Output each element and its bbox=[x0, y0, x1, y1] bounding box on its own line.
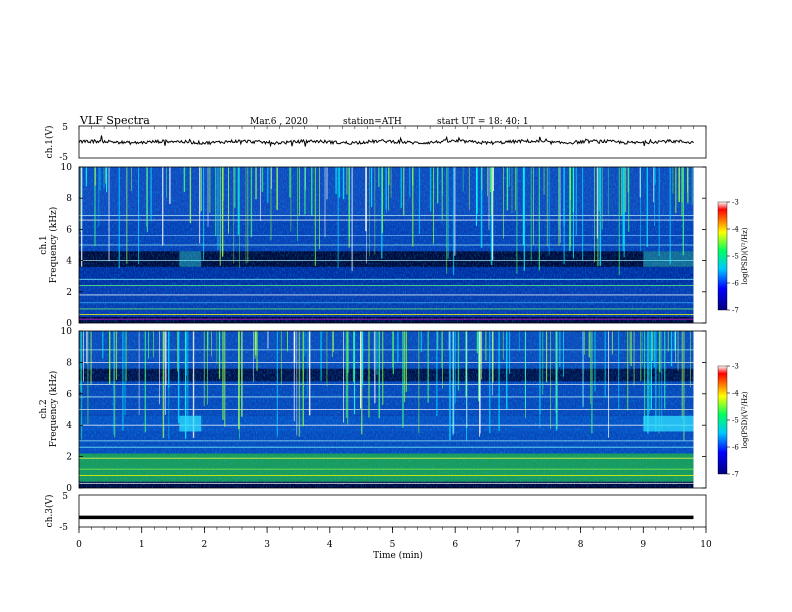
freq-tick-label: 4 bbox=[66, 257, 72, 267]
ch3-ytick-bottom: -5 bbox=[59, 523, 68, 533]
freq-tick-label: 10 bbox=[61, 327, 73, 337]
ch1-spectrogram bbox=[79, 167, 694, 323]
ch3-voltage-ylabel: ch.3(V) bbox=[44, 495, 55, 528]
station-label: station=ATH bbox=[343, 117, 402, 127]
freq-tick-label: 4 bbox=[66, 421, 72, 431]
ch2-freq-ylabel: Frequency (kHz) bbox=[48, 371, 59, 448]
colorbar-tick-label: -3 bbox=[732, 363, 739, 371]
ch2-colorbar-label: log(PSD)(V²/Hz) bbox=[741, 391, 749, 448]
ch1-voltage-ylabel: ch.1(V) bbox=[44, 126, 55, 159]
time-tick-label: 6 bbox=[452, 540, 458, 550]
time-tick-label: 7 bbox=[515, 540, 521, 550]
time-axis-label: Time (min) bbox=[373, 550, 423, 561]
colorbar-tick-label: -6 bbox=[732, 444, 739, 452]
ch3-ytick-top: 5 bbox=[62, 492, 68, 502]
ch1-colorbar-label: log(PSD)(V²/Hz) bbox=[741, 227, 749, 284]
ch3-voltage-frame bbox=[78, 494, 707, 528]
colorbar-tick-label: -4 bbox=[732, 226, 739, 234]
freq-tick-label: 10 bbox=[61, 163, 73, 173]
colorbar-tick-label: -7 bbox=[732, 307, 739, 315]
time-axis: 0 1 2 3 4 5 6 7 8 9 10 bbox=[76, 126, 712, 550]
time-tick-label: 2 bbox=[202, 540, 208, 550]
ch1-voltage-frame bbox=[78, 125, 707, 159]
emission-patch bbox=[643, 415, 694, 432]
freq-tick-label: 8 bbox=[66, 194, 72, 204]
figure-title: VLF Spectra bbox=[79, 114, 150, 127]
ch2-spectrogram-frame bbox=[78, 330, 707, 489]
ch1-channel-label: ch.1 bbox=[39, 235, 49, 254]
freq-tick-label: 2 bbox=[66, 288, 72, 298]
emission-patch bbox=[179, 251, 202, 267]
time-tick-label: 5 bbox=[390, 540, 396, 550]
freq-tick-label: 2 bbox=[66, 453, 72, 463]
colorbar-tick-label: -3 bbox=[732, 199, 739, 207]
ch1-freq-ylabel: Frequency (kHz) bbox=[48, 207, 59, 284]
time-tick-label: 4 bbox=[327, 540, 333, 550]
freq-tick-label: 6 bbox=[66, 225, 72, 235]
colorbar-tick-label: -7 bbox=[732, 471, 739, 479]
ch1-ytick-bottom: -5 bbox=[59, 153, 68, 163]
colorbar-tick-label: -5 bbox=[732, 253, 739, 261]
freq-tick-label: 8 bbox=[66, 358, 72, 368]
freq-tick-label: 0 bbox=[66, 484, 72, 494]
time-tick-label: 9 bbox=[640, 540, 646, 550]
time-tick-label: 10 bbox=[700, 540, 712, 550]
ch2-channel-label: ch.2 bbox=[39, 399, 49, 418]
time-tick-label: 3 bbox=[264, 540, 270, 550]
colorbar-tick-label: -5 bbox=[732, 417, 739, 425]
colorbar-tick-label: -6 bbox=[732, 280, 739, 288]
ch1-colorbar bbox=[717, 201, 728, 311]
time-tick-label: 8 bbox=[578, 540, 584, 550]
freq-tick-label: 0 bbox=[66, 319, 72, 329]
date-label: Mar.6 , 2020 bbox=[250, 117, 308, 127]
start-ut-label: start UT = 18: 40: 1 bbox=[437, 117, 529, 127]
colorbar-tick-label: -4 bbox=[732, 390, 739, 398]
freq-tick-label: 6 bbox=[66, 390, 72, 400]
ch3-voltage-panel: ch.3(V) 5 -5 bbox=[44, 492, 707, 533]
ch2-colorbar bbox=[717, 365, 728, 475]
emission-patch bbox=[179, 415, 202, 432]
ch1-ytick-top: 5 bbox=[62, 123, 68, 133]
ch2-spectrogram bbox=[79, 331, 694, 488]
ch1-waveform-line bbox=[78, 135, 694, 148]
emission-patch bbox=[643, 251, 694, 267]
ch1-spectrogram-frame bbox=[78, 166, 707, 324]
time-tick-label: 0 bbox=[76, 540, 82, 550]
time-tick-label: 1 bbox=[139, 540, 145, 550]
ch1-voltage-panel: ch.1(V) 5 -5 bbox=[44, 123, 707, 163]
